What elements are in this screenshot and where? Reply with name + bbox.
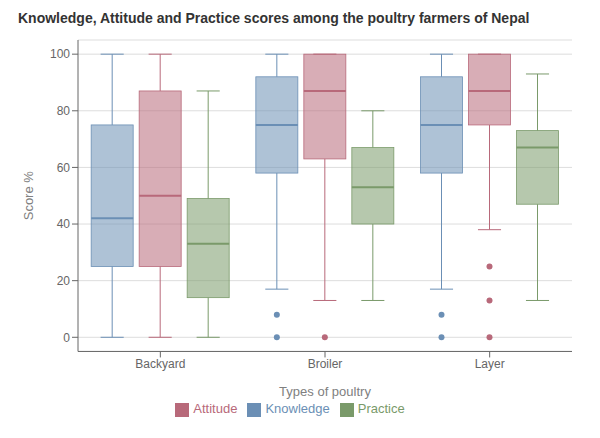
html-text:Knowledge: Knowledge: [265, 401, 330, 417]
html-text:Knowledge, Attitude and Practi: Knowledge, Attitude and Practice scores …: [18, 10, 530, 26]
svg-text:Broiler: Broiler: [308, 357, 343, 371]
svg-text:40: 40: [57, 217, 71, 231]
svg-text:100: 100: [50, 47, 70, 61]
svg-text:80: 80: [57, 104, 71, 118]
svg-text:Types of poultry: Types of poultry: [279, 384, 371, 399]
svg-text:20: 20: [57, 274, 71, 288]
html-text:Attitude: Attitude: [193, 401, 238, 417]
svg-text:60: 60: [57, 161, 71, 175]
svg-text:0: 0: [63, 331, 70, 345]
svg-text:Backyard: Backyard: [135, 357, 185, 371]
html-text:Practice: Practice: [357, 401, 405, 417]
svg-text:Score %: Score %: [21, 171, 36, 221]
svg-text:Layer: Layer: [475, 357, 505, 371]
